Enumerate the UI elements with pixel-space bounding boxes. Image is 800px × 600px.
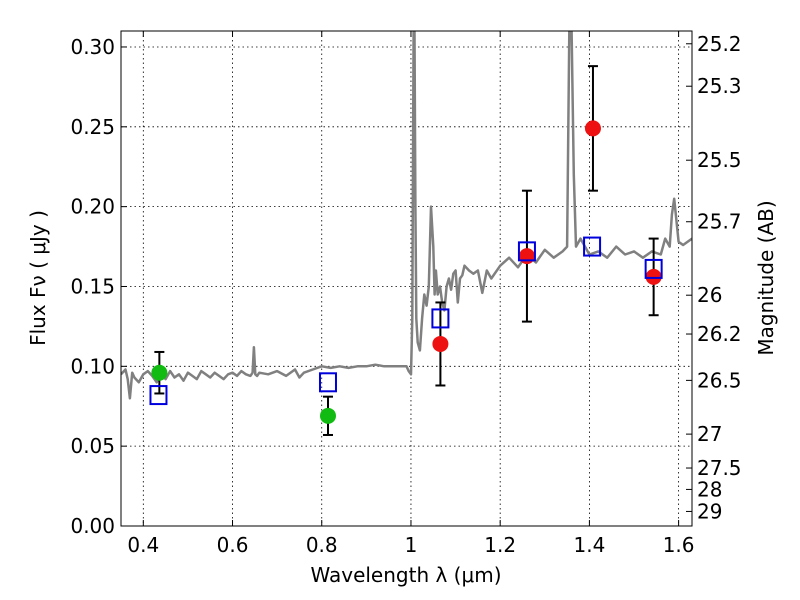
y2-tick-label: 25.5 <box>697 148 742 172</box>
red-data-point <box>432 335 449 352</box>
red-data-point <box>584 120 601 137</box>
x-tick-label: 1 <box>405 533 418 557</box>
y2-tick-label: 26.2 <box>697 322 742 346</box>
grid-lines <box>121 31 692 527</box>
y-tick-label: 0.10 <box>70 354 115 378</box>
y2-tick-label: 25.7 <box>697 210 742 234</box>
y2-tick-label: 26.5 <box>697 368 742 392</box>
y-tick-label: 0.00 <box>70 514 115 538</box>
y2-axis-title: Magnitude (AB) <box>754 200 778 355</box>
green-data-point <box>151 364 168 381</box>
x-tick-label: 0.8 <box>306 533 338 557</box>
x-tick-label: 0.4 <box>127 533 159 557</box>
y-tick-label: 0.25 <box>70 115 115 139</box>
model-square-marker <box>318 372 337 393</box>
green-data-point <box>319 407 336 424</box>
x-tick-label: 1.2 <box>484 533 516 557</box>
y2-tick-label: 25.2 <box>697 32 742 56</box>
y-tick-label: 0.05 <box>70 434 115 458</box>
y2-tick-label: 27.5 <box>697 456 742 480</box>
red-data-point <box>645 268 662 285</box>
x-axis-title: Wavelength λ (μm) <box>310 563 501 587</box>
plot-frame <box>120 30 693 527</box>
y-tick-label: 0.15 <box>70 274 115 298</box>
y-tick-label: 0.30 <box>70 35 115 59</box>
y2-tick-label: 28 <box>697 477 722 501</box>
model-square-marker <box>644 258 663 279</box>
red-data-point <box>518 248 535 265</box>
x-tick-label: 1.6 <box>663 533 695 557</box>
model-square-marker <box>517 241 536 262</box>
model-square-marker <box>583 236 602 257</box>
x-tick-label: 1.4 <box>573 533 605 557</box>
model-square-marker <box>149 385 168 406</box>
axis-ticks: 0.4 0.6 0.8 1 1.2 1.4 1.6 0.00 0.05 0.10 0.15 0.20 0… <box>70 31 742 557</box>
y2-tick-label: 26 <box>697 283 722 307</box>
y2-tick-label: 25.3 <box>697 74 742 98</box>
y2-tick-label: 27 <box>697 422 722 446</box>
y2-tick-label: 29 <box>697 499 722 523</box>
y-tick-label: 0.20 <box>70 195 115 219</box>
x-tick-label: 0.6 <box>217 533 249 557</box>
spectrum-line <box>121 31 692 400</box>
model-square-marker <box>431 308 450 329</box>
plot-data-area <box>121 31 692 436</box>
y-axis-title: Flux Fν ( μJy ) <box>26 210 50 346</box>
